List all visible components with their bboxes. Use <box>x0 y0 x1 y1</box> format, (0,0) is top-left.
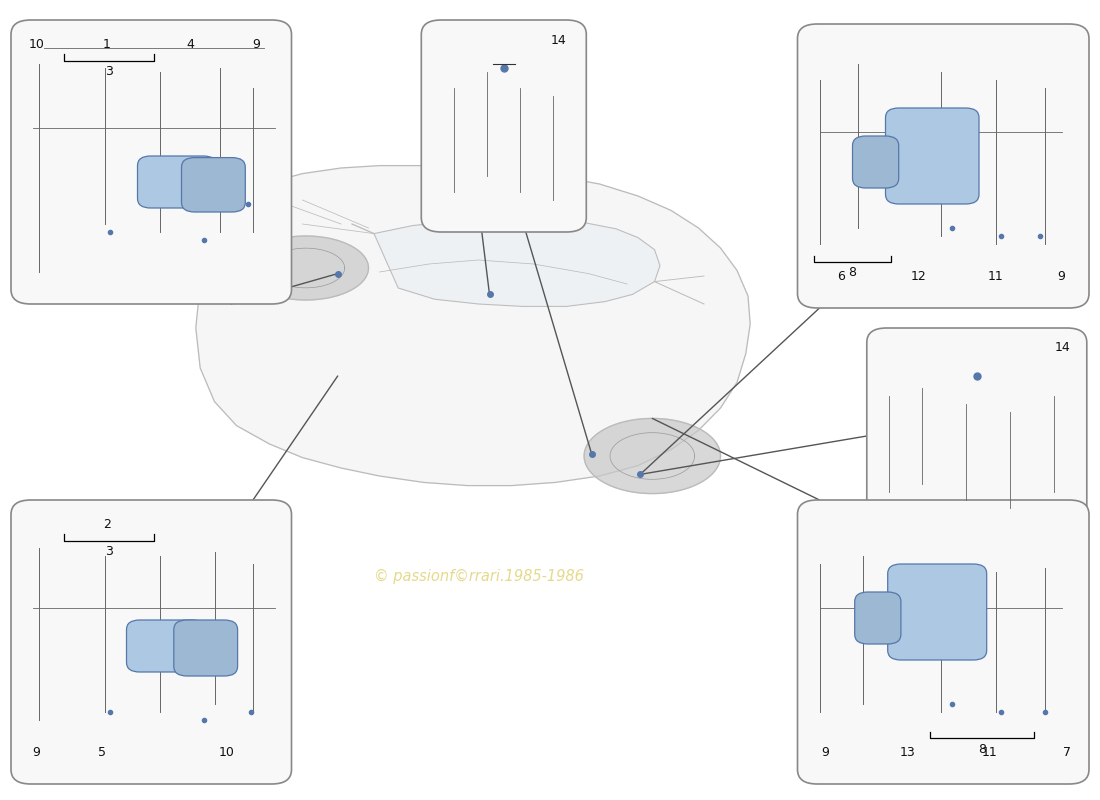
Polygon shape <box>243 236 368 300</box>
Text: 3: 3 <box>104 545 113 558</box>
FancyBboxPatch shape <box>852 136 899 188</box>
FancyBboxPatch shape <box>867 328 1087 540</box>
FancyBboxPatch shape <box>11 20 292 304</box>
Text: 8: 8 <box>848 266 857 279</box>
FancyBboxPatch shape <box>174 620 238 676</box>
Text: 5: 5 <box>98 746 107 758</box>
Text: 12: 12 <box>911 270 926 282</box>
FancyBboxPatch shape <box>182 158 245 212</box>
Text: 10: 10 <box>219 746 234 758</box>
Text: 9: 9 <box>32 746 41 758</box>
Text: 10: 10 <box>29 38 44 50</box>
Text: 2: 2 <box>102 518 111 530</box>
FancyBboxPatch shape <box>798 24 1089 308</box>
FancyBboxPatch shape <box>11 500 292 784</box>
Polygon shape <box>374 218 660 306</box>
Text: 11: 11 <box>988 270 1003 282</box>
Text: 9: 9 <box>821 746 829 758</box>
Text: 13: 13 <box>900 746 915 758</box>
FancyBboxPatch shape <box>888 564 987 660</box>
FancyBboxPatch shape <box>798 500 1089 784</box>
Text: 14: 14 <box>1055 342 1070 354</box>
FancyBboxPatch shape <box>886 108 979 204</box>
Text: 7: 7 <box>1063 746 1071 758</box>
Text: 9: 9 <box>1057 270 1066 282</box>
Polygon shape <box>584 418 720 494</box>
Text: 3: 3 <box>104 65 113 78</box>
Polygon shape <box>196 166 750 486</box>
Text: 4: 4 <box>186 38 195 50</box>
Text: 14: 14 <box>551 34 566 46</box>
Text: 1: 1 <box>102 38 111 50</box>
Text: 9: 9 <box>252 38 261 50</box>
FancyBboxPatch shape <box>138 156 217 208</box>
FancyBboxPatch shape <box>421 20 586 232</box>
FancyBboxPatch shape <box>855 592 901 644</box>
Text: 11: 11 <box>982 746 998 758</box>
Text: © passionf©rrari.1985-1986: © passionf©rrari.1985-1986 <box>374 569 583 583</box>
Text: 8: 8 <box>978 743 986 756</box>
Text: 6: 6 <box>837 270 846 282</box>
FancyBboxPatch shape <box>126 620 206 672</box>
